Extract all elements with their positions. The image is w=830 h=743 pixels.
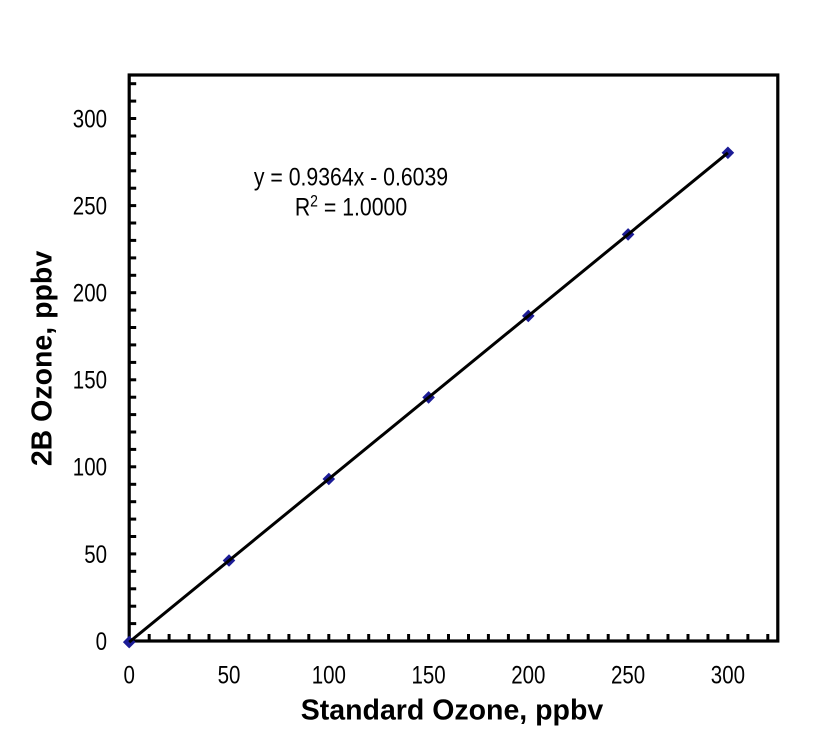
svg-text:y = 0.9364x - 0.6039: y = 0.9364x - 0.6039	[254, 163, 448, 191]
svg-text:Standard Ozone, ppbv: Standard Ozone, ppbv	[301, 695, 604, 727]
svg-text:2B Ozone, ppbv: 2B Ozone, ppbv	[27, 251, 59, 467]
svg-text:100: 100	[73, 453, 107, 481]
svg-text:300: 300	[73, 104, 107, 132]
svg-text:150: 150	[411, 661, 445, 689]
svg-text:0: 0	[96, 627, 107, 655]
svg-text:50: 50	[218, 661, 241, 689]
svg-text:0: 0	[123, 661, 134, 689]
svg-text:300: 300	[711, 661, 745, 689]
svg-text:200: 200	[73, 279, 107, 307]
svg-text:100: 100	[312, 661, 346, 689]
svg-text:50: 50	[84, 540, 107, 568]
svg-text:R2 = 1.0000: R2 = 1.0000	[295, 193, 407, 221]
svg-text:150: 150	[73, 366, 107, 394]
svg-text:200: 200	[511, 661, 545, 689]
svg-text:250: 250	[73, 192, 107, 220]
svg-text:250: 250	[611, 661, 645, 689]
